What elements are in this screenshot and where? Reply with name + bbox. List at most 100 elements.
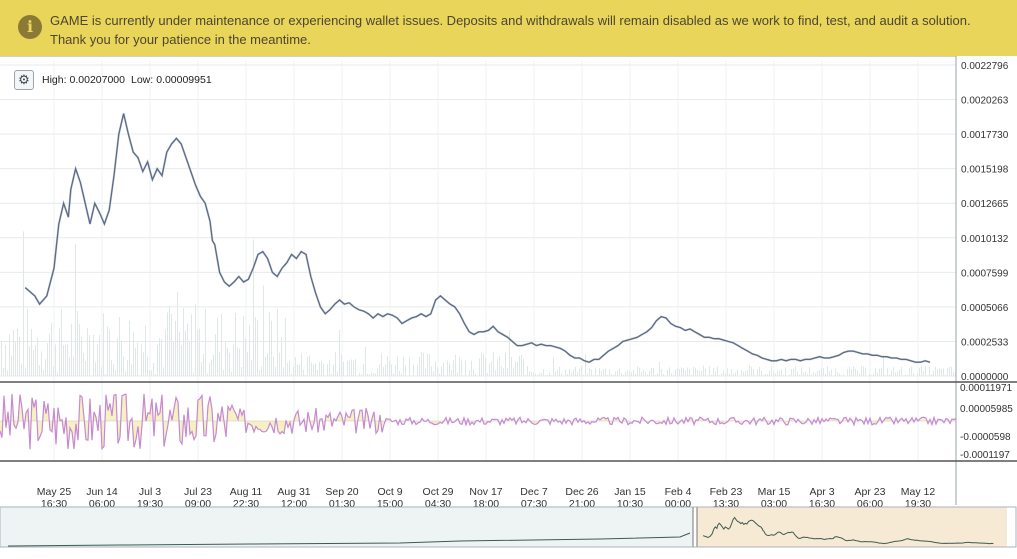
volume-bar (557, 369, 558, 376)
volume-bar (769, 370, 770, 376)
volume-bar (637, 366, 638, 376)
volume-bar (523, 358, 524, 376)
maintenance-banner: i GAME is currently under maintenance or… (0, 0, 1017, 56)
volume-bar (367, 373, 368, 376)
volume-bar (157, 345, 158, 376)
volume-bar (949, 366, 950, 376)
volume-bar (1, 341, 2, 376)
volume-bar (639, 367, 640, 376)
volume-bar (837, 371, 838, 376)
volume-bar (213, 354, 214, 376)
volume-bar (327, 364, 328, 376)
volume-bar (335, 351, 336, 376)
price-line (24, 113, 931, 363)
volume-bar (885, 375, 886, 376)
y-tick-label: 0.0015198 (961, 165, 1009, 176)
volume-bar (127, 359, 128, 376)
volume-bar (495, 370, 496, 376)
volume-bar (283, 367, 284, 376)
volume-bar (459, 357, 460, 376)
volume-bar (599, 367, 600, 376)
volume-bar (205, 308, 206, 376)
volume-bar (677, 368, 678, 376)
volume-bar (469, 370, 470, 376)
volume-bar (135, 347, 136, 376)
volume-bar (95, 362, 96, 376)
volume-bar (21, 363, 22, 376)
volume-bar (825, 373, 826, 376)
volume-bar (699, 371, 700, 376)
volume-bar (871, 374, 872, 376)
volume-bar (669, 367, 670, 376)
volume-bar (129, 320, 130, 376)
volume-bar (671, 373, 672, 376)
volume-bar (355, 358, 356, 376)
gear-icon[interactable]: ⚙ (14, 70, 34, 90)
volume-bar (831, 369, 832, 376)
volume-bar (595, 368, 596, 376)
volume-bar (101, 367, 102, 376)
x-tick-date: Jun 14 (86, 486, 118, 498)
x-tick-date: Mar 15 (758, 486, 791, 498)
volume-bar (935, 367, 936, 376)
volume-bar (239, 348, 240, 376)
volume-bar (119, 316, 120, 376)
x-tick-date: May 12 (901, 486, 936, 498)
x-tick-date: Feb 23 (710, 486, 743, 498)
volume-bar (279, 352, 280, 376)
volume-bar (625, 372, 626, 376)
volume-bar (235, 312, 236, 376)
volume-bar (733, 373, 734, 376)
volume-bar (919, 367, 920, 376)
volume-bar (803, 372, 804, 376)
volume-bar (827, 366, 828, 376)
volume-bar (19, 336, 20, 376)
volume-bar (895, 372, 896, 376)
volume-bar (521, 355, 522, 376)
x-tick-date: Oct 29 (423, 486, 454, 498)
volume-bar (743, 371, 744, 376)
volume-bar (247, 351, 248, 376)
volume-bar (419, 356, 420, 376)
volume-bar (85, 360, 86, 376)
volume-bar (277, 308, 278, 376)
volume-bar (105, 374, 106, 376)
volume-bar (873, 374, 874, 376)
volume-bar (531, 372, 532, 376)
oscillator-line (0, 393, 957, 451)
volume-bar (155, 373, 156, 376)
volume-bar (829, 371, 830, 376)
volume-bar (579, 368, 580, 376)
volume-bar (789, 374, 790, 376)
x-tick-date: Jul 23 (184, 486, 212, 498)
volume-bar (537, 374, 538, 376)
volume-bar (409, 357, 410, 376)
volume-bar (505, 352, 506, 376)
volume-bar (891, 370, 892, 376)
volume-bar (571, 372, 572, 376)
volume-bar (87, 327, 88, 376)
price-chart[interactable]: 0.0022796 0.0020263 0.0017730 0.0015198 0.00… (0, 56, 1017, 559)
volume-bar (791, 369, 792, 376)
volume-bar (551, 375, 552, 376)
volume-bar (473, 369, 474, 376)
volume-bar (607, 374, 608, 376)
volume-bar (869, 373, 870, 376)
volume-bar (685, 370, 686, 376)
volume-bar (749, 365, 750, 376)
volume-bar (861, 366, 862, 376)
volume-bar (29, 346, 30, 376)
volume-bar (363, 363, 364, 376)
volume-bar (147, 357, 148, 376)
volume-bar (417, 365, 418, 376)
volume-bar (89, 334, 90, 376)
volume-bar (679, 369, 680, 376)
volume-bar (797, 371, 798, 376)
volume-bar (823, 367, 824, 376)
volume-bar (751, 366, 752, 376)
volume-bar (619, 368, 620, 376)
volume-bar (373, 373, 374, 376)
navigator[interactable] (0, 506, 1017, 548)
volume-bar (369, 373, 370, 376)
volume-bar (329, 360, 330, 376)
